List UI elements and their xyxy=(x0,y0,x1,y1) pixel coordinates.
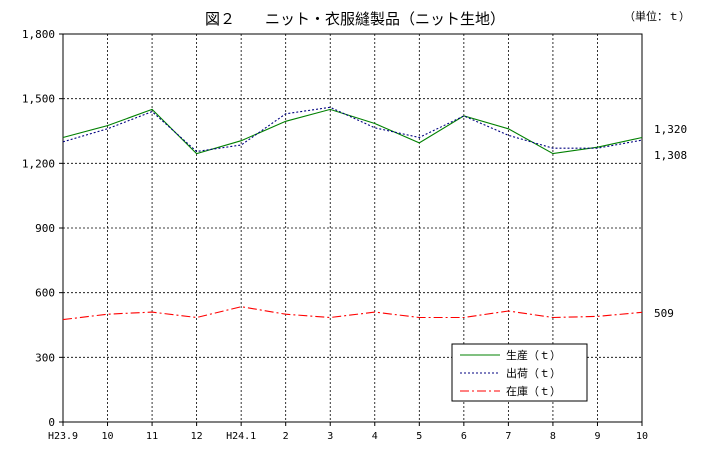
x-tick-label: 7 xyxy=(505,431,511,442)
end-value-label: 509 xyxy=(654,307,674,320)
x-tick-label: 12 xyxy=(191,431,203,442)
x-tick-label: 10 xyxy=(636,431,648,442)
series-line xyxy=(62,108,643,155)
legend-box xyxy=(451,343,588,402)
end-labels: 1,320 1,308 509 xyxy=(654,123,687,320)
series-line xyxy=(62,306,643,321)
legend: 生産（ｔ） 出荷（ｔ） 在庫（ｔ） xyxy=(451,343,588,402)
end-value-label: 1,308 xyxy=(654,149,687,162)
y-tick-label: 600 xyxy=(35,287,55,300)
y-tick-label: 300 xyxy=(35,351,55,364)
legend-label: 在庫（ｔ） xyxy=(506,384,561,398)
x-tick-label: H24.1 xyxy=(226,431,256,442)
unit-label: （単位：ｔ） xyxy=(624,9,690,23)
y-tick-label: 1,500 xyxy=(22,93,55,106)
x-tick-label: 8 xyxy=(550,431,556,442)
series-lines xyxy=(62,106,643,321)
end-value-label: 1,320 xyxy=(654,123,687,136)
x-axis: H23.9 10 11 12 H24.1 2 3 4 5 6 7 8 9 10 xyxy=(48,422,648,442)
y-tick-label: 900 xyxy=(35,222,55,235)
gridlines xyxy=(63,34,642,422)
y-tick-label: 0 xyxy=(48,416,55,429)
series-line xyxy=(62,106,643,153)
y-tick-label: 1,800 xyxy=(22,28,55,41)
legend-label: 出荷（ｔ） xyxy=(506,366,561,380)
x-tick-label: 3 xyxy=(327,431,333,442)
x-tick-label: 5 xyxy=(416,431,422,442)
x-tick-label: 2 xyxy=(283,431,289,442)
x-tick-label: 11 xyxy=(146,431,158,442)
x-tick-label: 9 xyxy=(594,431,600,442)
chart-title: 図２ ニット・衣服縫製品（ニット生地） xyxy=(205,10,505,28)
y-axis: 0 300 600 900 1,200 1,500 1,800 xyxy=(22,28,63,429)
x-tick-label: 10 xyxy=(102,431,114,442)
y-tick-label: 1,200 xyxy=(22,157,55,170)
legend-label: 生産（ｔ） xyxy=(506,348,561,362)
x-tick-label: H23.9 xyxy=(48,431,78,442)
x-tick-label: 4 xyxy=(372,431,378,442)
x-tick-label: 6 xyxy=(461,431,467,442)
